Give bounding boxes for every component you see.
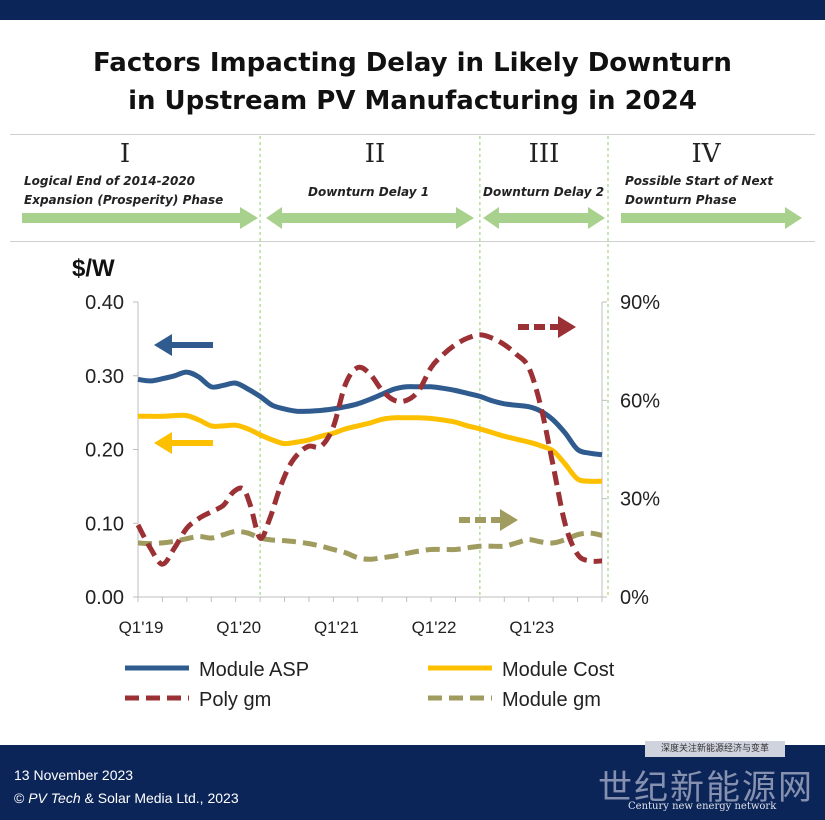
- chart-area: 0.00 0.10 0.20 0.30 0.40 0% 30% 60% 90% Q1'19 Q1'2…: [10, 136, 815, 718]
- phase-band: [10, 134, 815, 242]
- copyright-rest: & Solar Media Ltd., 2023: [80, 790, 239, 806]
- phase-1-numeral: I: [119, 139, 131, 169]
- y-right-tick-label: 60%: [620, 390, 660, 412]
- legend-label-poly-gm: Poly gm: [199, 689, 271, 711]
- phase-1-label: Logical End of 2014-2020 Expansion (Pros…: [24, 172, 223, 210]
- watermark-banner: 深度关注新能源经济与变革: [645, 741, 785, 757]
- legend-label-module-asp: Module ASP: [199, 659, 309, 681]
- line-chart: 0.00 0.10 0.20 0.30 0.40 0% 30% 60% 90% Q1'19 Q1'2…: [72, 136, 660, 711]
- series-line-module-cost: [138, 412, 603, 484]
- phase-2-label-line-1: Downturn Delay 1: [308, 185, 430, 199]
- y-left-tick-label: 0.40: [85, 292, 124, 314]
- phase-3-label-line-1: Downturn Delay 2: [483, 185, 605, 199]
- asp-left-arrow-head: [154, 334, 172, 356]
- module-gm-right-arrow-dash-head: [500, 509, 518, 531]
- poly-right-arrow-dash-head: [558, 316, 576, 338]
- series-line-module-asp: [137, 369, 603, 458]
- y-right-tick-label: 30%: [620, 489, 660, 511]
- phase-2-label: Downturn Delay 1: [308, 183, 429, 202]
- series-line-module-gm: [137, 528, 603, 562]
- legend-label-module-gm: Module gm: [502, 689, 601, 711]
- x-tick-label: Q1'20: [216, 618, 261, 637]
- y-left-tick-label: 0.00: [85, 587, 124, 609]
- footer-date: 13 November 2023: [14, 767, 134, 783]
- copyright-brand: PV Tech: [28, 790, 81, 806]
- watermark-logo-text: 世纪新能源网: [598, 768, 814, 808]
- y-left-tick-label: 0.10: [85, 513, 124, 535]
- y-left-tick-label: 0.30: [85, 366, 124, 388]
- chart-title: Factors Impacting Delay in Likely Downtu…: [0, 44, 825, 120]
- copyright-prefix: ©: [14, 790, 29, 806]
- top-bar: [0, 0, 825, 20]
- watermark-subtitle: Century new energy network: [628, 801, 777, 812]
- phase-1-label-line-2: Expansion (Prosperity) Phase: [24, 193, 224, 207]
- x-tick-label: Q1'21: [314, 618, 359, 637]
- series-line-poly-gm: [135, 332, 603, 567]
- phase-1-label-line-1: Logical End of 2014-2020: [24, 174, 196, 188]
- x-tick-label: Q1'23: [509, 618, 554, 637]
- phase-3-numeral: III: [528, 139, 560, 169]
- footer-copyright: © PV Tech & Solar Media Ltd., 2023: [14, 790, 239, 806]
- y-right-tick-label: 90%: [620, 292, 660, 314]
- y-right-tick-label: 0%: [620, 587, 649, 609]
- x-tick-label: Q1'19: [119, 618, 164, 637]
- phase-4-label-line-2: Downturn Phase: [625, 193, 737, 207]
- cost-left-arrow-head: [154, 432, 172, 454]
- phase-4-numeral: IV: [691, 139, 721, 169]
- title-line-2: in Upstream PV Manufacturing in 2024: [128, 86, 697, 116]
- y-left-tick-label: 0.20: [85, 440, 124, 462]
- phase-4-label: Possible Start of Next Downturn Phase: [625, 172, 773, 210]
- phase-2-numeral: II: [364, 139, 386, 169]
- legend-label-module-cost: Module Cost: [502, 659, 615, 681]
- phase-4-label-line-1: Possible Start of Next: [625, 174, 774, 188]
- title-line-1: Factors Impacting Delay in Likely Downtu…: [93, 48, 732, 78]
- phase-3-label: Downturn Delay 2: [483, 183, 604, 202]
- footer-bar: 13 November 2023 © PV Tech & Solar Media…: [0, 745, 825, 820]
- x-tick-label: Q1'22: [412, 618, 457, 637]
- y-left-axis-label: $/W: [72, 255, 115, 282]
